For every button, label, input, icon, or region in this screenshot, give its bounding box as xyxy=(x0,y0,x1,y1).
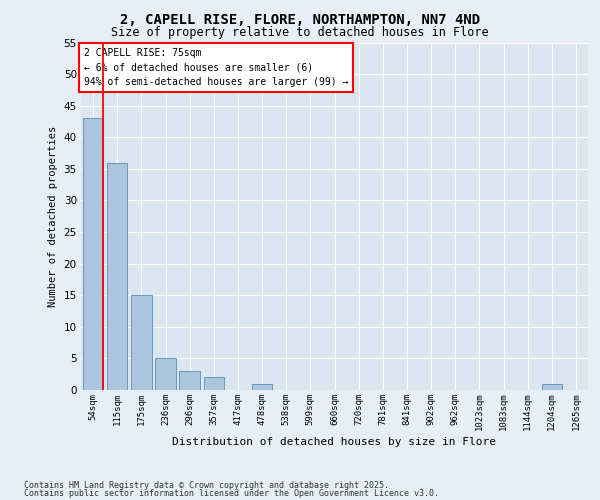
Y-axis label: Number of detached properties: Number of detached properties xyxy=(48,126,58,307)
Bar xyxy=(542,384,562,390)
Bar xyxy=(131,295,152,390)
Bar xyxy=(83,118,103,390)
Bar xyxy=(179,371,200,390)
Bar xyxy=(203,378,224,390)
Text: Contains HM Land Registry data © Crown copyright and database right 2025.: Contains HM Land Registry data © Crown c… xyxy=(24,480,389,490)
Text: 2, CAPELL RISE, FLORE, NORTHAMPTON, NN7 4ND: 2, CAPELL RISE, FLORE, NORTHAMPTON, NN7 … xyxy=(120,12,480,26)
Text: 2 CAPELL RISE: 75sqm
← 6% of detached houses are smaller (6)
94% of semi-detache: 2 CAPELL RISE: 75sqm ← 6% of detached ho… xyxy=(83,48,348,88)
Text: Contains public sector information licensed under the Open Government Licence v3: Contains public sector information licen… xyxy=(24,490,439,498)
X-axis label: Distribution of detached houses by size in Flore: Distribution of detached houses by size … xyxy=(173,438,497,448)
Bar xyxy=(155,358,176,390)
Text: Size of property relative to detached houses in Flore: Size of property relative to detached ho… xyxy=(111,26,489,39)
Bar xyxy=(107,162,127,390)
Bar xyxy=(252,384,272,390)
